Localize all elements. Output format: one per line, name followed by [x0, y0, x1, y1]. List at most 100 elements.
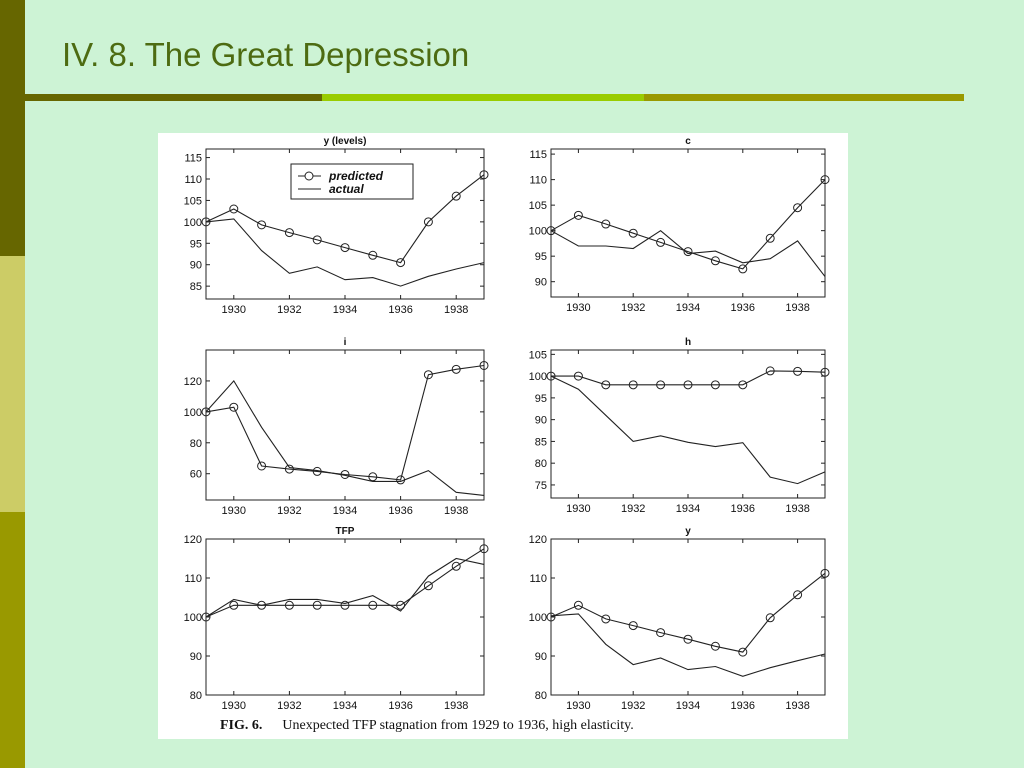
predicted-point: [479, 170, 489, 180]
predicted-point: [368, 600, 378, 610]
predicted-point: [601, 614, 611, 624]
chart-title: TFP: [336, 526, 355, 537]
y-tick-label: 80: [535, 458, 547, 470]
x-tick-label: 1938: [444, 304, 468, 316]
series-line-predicted: [551, 370, 826, 386]
charts-svg: y (levels) 85 90 95 100 105 110 115 1930 1932 1934…: [184, 136, 830, 712]
x-tick-label: 1932: [621, 302, 645, 314]
x-tick-label: 1930: [222, 304, 246, 316]
slide-title: IV. 8. The Great Depression: [62, 36, 470, 73]
x-tick-label: 1930: [222, 700, 246, 712]
chart-title: y: [685, 526, 691, 537]
y-tick-label: 120: [529, 534, 547, 546]
predicted-point: [765, 233, 775, 243]
series-line-actual: [550, 230, 826, 277]
predicted-point: [423, 370, 433, 380]
series-line-predicted: [205, 548, 485, 618]
plot-frame: [205, 538, 485, 696]
predicted-point: [396, 258, 406, 268]
series-line-actual: [205, 557, 485, 618]
x-tick-label: 1930: [566, 700, 590, 712]
predicted-point: [683, 247, 693, 257]
y-tick-label: 90: [190, 651, 202, 663]
plot-frame: [550, 349, 826, 499]
legend-label-actual: actual: [329, 182, 364, 196]
predicted-point: [479, 544, 489, 554]
x-tick-label: 1932: [277, 304, 301, 316]
x-tick-label: 1938: [785, 503, 809, 515]
predicted-point: [423, 217, 433, 227]
chart-h: h 75 80 85 90 95 100 105 1930 1932 1934 1936 1938: [529, 337, 830, 515]
y-tick-label: 110: [184, 174, 202, 186]
predicted-point: [284, 228, 294, 238]
series-line-predicted: [550, 572, 826, 653]
legend-box: [290, 163, 414, 200]
predicted-point: [340, 600, 350, 610]
y-tick-label: 80: [190, 438, 202, 450]
caption-label: FIG. 6.: [220, 718, 263, 733]
y-tick-label: 100: [184, 217, 202, 229]
predicted-point: [257, 600, 267, 610]
y-tick-label: 90: [535, 277, 547, 289]
predicted-point: [820, 367, 830, 377]
x-tick-label: 1934: [676, 302, 700, 314]
legend-marker-predicted: [304, 171, 314, 181]
x-tick-label: 1932: [621, 700, 645, 712]
y-tick-label: 100: [184, 407, 202, 419]
y-tick-label: 75: [535, 480, 547, 492]
y-tick-label: 80: [535, 690, 547, 702]
predicted-point: [284, 464, 294, 474]
x-tick-label: 1934: [333, 304, 357, 316]
predicted-point: [451, 191, 461, 201]
y-tick-label: 105: [184, 195, 202, 207]
x-tick-label: 1934: [676, 700, 700, 712]
predicted-point: [546, 371, 556, 381]
title-rule-middle: [322, 94, 644, 101]
predicted-point: [229, 402, 239, 412]
y-tick-label: 115: [529, 149, 547, 161]
x-tick-label: 1938: [785, 302, 809, 314]
y-tick-label: 60: [190, 469, 202, 481]
predicted-point: [423, 581, 433, 591]
sidebar-block-bottom: [0, 512, 25, 768]
predicted-point: [201, 612, 211, 622]
series-line-predicted: [205, 364, 485, 481]
y-tick-label: 115: [184, 153, 202, 165]
predicted-point: [479, 360, 489, 370]
series-line-actual: [550, 375, 826, 485]
x-tick-label: 1936: [731, 503, 755, 515]
series-line-predicted: [205, 174, 485, 264]
series-line-actual: [205, 218, 485, 287]
predicted-point: [229, 204, 239, 214]
sidebar-block-top: [0, 0, 25, 256]
x-tick-label: 1932: [277, 700, 301, 712]
x-tick-label: 1938: [785, 700, 809, 712]
x-tick-label: 1930: [566, 302, 590, 314]
chart-c: c 90 95 100 105 110 115 1930 1932 1934 1936 1938: [529, 136, 830, 314]
x-tick-label: 1938: [444, 700, 468, 712]
predicted-point: [710, 256, 720, 266]
predicted-point: [368, 472, 378, 482]
x-tick-label: 1932: [277, 505, 301, 517]
chart-y: y 80 90 100 110 120 1930 1932 1934 1936 1938: [529, 526, 830, 712]
predicted-point: [683, 380, 693, 390]
predicted-point: [628, 380, 638, 390]
y-tick-label: 100: [529, 612, 547, 624]
predicted-point: [573, 600, 583, 610]
title-rule-left: [25, 94, 322, 101]
x-tick-label: 1936: [731, 302, 755, 314]
predicted-point: [765, 366, 775, 376]
y-tick-label: 120: [184, 534, 202, 546]
y-tick-label: 80: [190, 690, 202, 702]
y-tick-label: 105: [529, 349, 547, 361]
y-tick-label: 100: [184, 612, 202, 624]
predicted-point: [451, 561, 461, 571]
x-tick-label: 1934: [333, 505, 357, 517]
y-tick-label: 95: [535, 393, 547, 405]
chart-i: i 60 80 100 120 1930 1932 1934 1936 1938: [184, 337, 489, 517]
predicted-point: [683, 634, 693, 644]
y-tick-label: 120: [184, 376, 202, 388]
series-line-predicted: [550, 179, 826, 270]
y-tick-label: 110: [529, 175, 547, 187]
y-tick-label: 105: [529, 200, 547, 212]
